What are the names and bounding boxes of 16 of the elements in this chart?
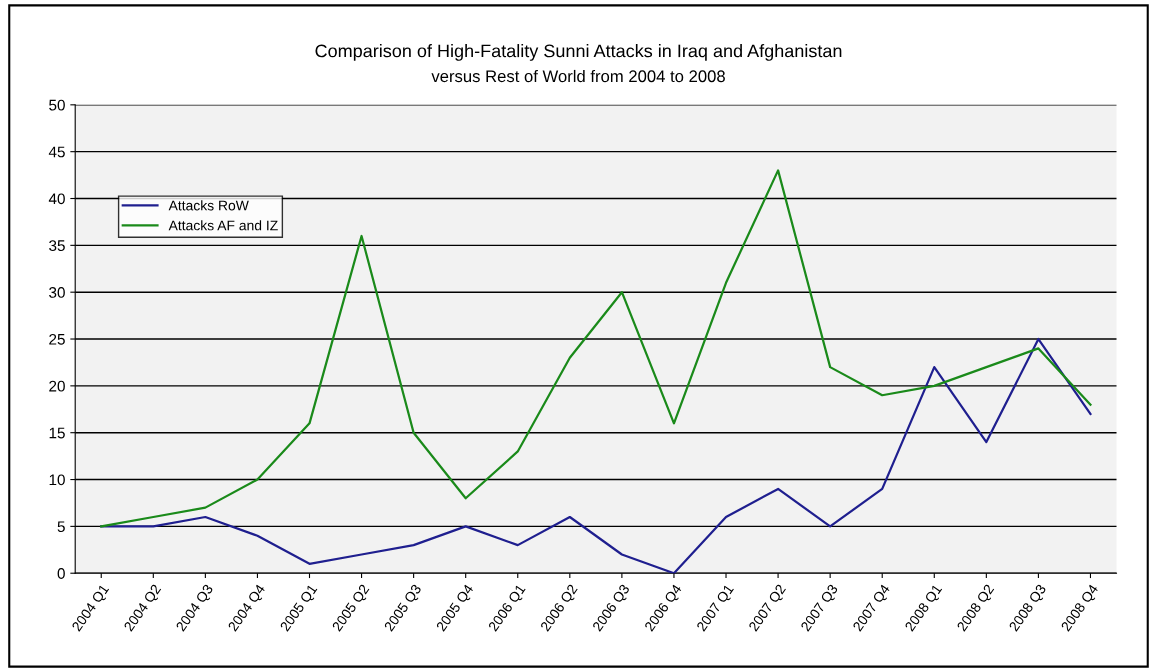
y-tick-label: 50 (49, 99, 65, 111)
y-tick-label: 25 (49, 333, 65, 345)
y-tick-label: 5 (57, 521, 65, 533)
y-tick-label: 45 (48, 146, 65, 158)
y-tick-label: 10 (49, 474, 65, 486)
legend-label: Attacks RoW (168, 200, 249, 211)
y-tick-label: 20 (49, 380, 65, 392)
y-tick-label: 0 (57, 568, 65, 579)
chart-subtitle: versus Rest of World from 2004 to 2008 (431, 69, 725, 83)
chart-title: Comparison of High-Fatality Sunni Attacks in Iraq and Afghanistan (315, 44, 842, 61)
y-tick-label: 40 (48, 193, 65, 205)
y-tick-label: 30 (49, 287, 65, 298)
legend-label: Attacks AF and IZ (168, 220, 278, 231)
y-tick-label: 35 (49, 240, 65, 252)
line-series (100, 169, 1092, 528)
y-tick-label: 15 (49, 427, 65, 439)
